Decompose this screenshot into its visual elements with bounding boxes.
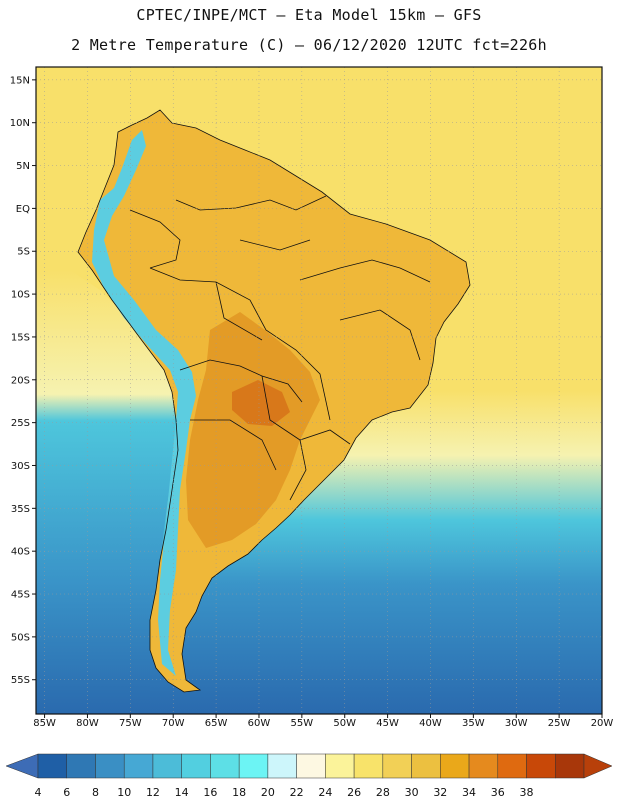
colorbar-swatch	[181, 753, 211, 779]
colorbar-swatch	[411, 753, 441, 779]
lat-tick-label: 10S	[11, 290, 30, 301]
colorbar-swatch	[382, 753, 412, 779]
longitude-axis: 85W 80W 75W 70W 65W 60W 55W 50W 45W 40W 35W 30W 25W 2…	[33, 714, 613, 729]
colorbar-label: 10	[117, 786, 131, 799]
chaco-very-hot-region	[232, 380, 290, 426]
colorbar-swatch	[526, 753, 556, 779]
colorbar-label: 36	[491, 786, 505, 799]
lat-tick-label: 45S	[11, 590, 30, 601]
colorbar-swatch	[440, 753, 470, 779]
temperature-colorbar: 4 6 8 10 12 14 16 18 20 22 24 26 28 30 32 34 36 38	[5, 753, 613, 799]
colorbar-label: 32	[433, 786, 447, 799]
map-subtitle: 2 Metre Temperature (C) – 06/12/2020 12U…	[71, 36, 547, 54]
colorbar-label: 8	[92, 786, 99, 799]
colorbar-label: 28	[376, 786, 390, 799]
colorbar-label: 22	[290, 786, 304, 799]
latitude-axis: 15N 10N 5N EQ 5S 10S 15S 20S 25S 30S 35S 40S 45S 50S 5…	[10, 75, 36, 686]
lon-tick-label: 75W	[119, 718, 142, 729]
colorbar-label: 20	[261, 786, 275, 799]
colorbar-label: 4	[35, 786, 42, 799]
colorbar-label: 18	[232, 786, 246, 799]
pacific-cold-field	[36, 270, 178, 714]
colorbar-low-arrow	[5, 753, 39, 779]
lat-tick-label: 25S	[11, 418, 30, 429]
colorbar-swatch	[66, 753, 96, 779]
lat-tick-label: 55S	[11, 675, 30, 686]
colorbar-label: 26	[347, 786, 361, 799]
lon-tick-label: 80W	[76, 718, 99, 729]
lon-tick-label: 50W	[333, 718, 356, 729]
lat-tick-label: 20S	[11, 375, 30, 386]
colorbar-swatch	[238, 753, 269, 779]
lat-tick-label: 30S	[11, 461, 30, 472]
lat-tick-label: 10N	[10, 118, 30, 129]
lon-tick-label: 55W	[291, 718, 314, 729]
map-field	[36, 67, 602, 714]
hot-core-region	[186, 312, 320, 548]
colorbar-swatch	[267, 753, 297, 779]
colorbar-swatch	[497, 753, 527, 779]
colorbar-high-arrow	[583, 753, 613, 779]
lon-tick-label: 45W	[376, 718, 399, 729]
lat-tick-label: 5S	[17, 247, 30, 258]
colorbar-label: 24	[318, 786, 332, 799]
lat-tick-label: EQ	[16, 204, 30, 215]
colorbar-label: 16	[203, 786, 217, 799]
lon-tick-label: 85W	[33, 718, 56, 729]
colorbar-swatch	[123, 753, 154, 779]
colorbar-label: 14	[175, 786, 189, 799]
lat-tick-label: 15N	[10, 75, 30, 86]
colorbar-label: 38	[520, 786, 534, 799]
lat-tick-label: 35S	[11, 504, 30, 515]
lon-tick-label: 30W	[505, 718, 528, 729]
colorbar-swatch	[468, 753, 499, 779]
map-title: CPTEC/INPE/MCT – Eta Model 15km – GFS	[136, 6, 482, 24]
colorbar-swatch	[353, 753, 384, 779]
colorbar-swatch	[152, 753, 182, 779]
colorbar-swatch	[325, 753, 355, 779]
colorbar-swatch	[37, 753, 67, 779]
colorbar-swatch	[296, 753, 326, 779]
lat-tick-label: 50S	[11, 632, 30, 643]
andes-cold-strip	[92, 130, 196, 676]
colorbar-swatch	[95, 753, 125, 779]
lon-tick-label: 40W	[419, 718, 442, 729]
colorbar-label: 6	[63, 786, 70, 799]
colorbar-label: 12	[146, 786, 160, 799]
country-borders	[77, 109, 471, 693]
lon-tick-label: 35W	[462, 718, 485, 729]
colorbar-swatch	[555, 753, 585, 779]
lat-tick-label: 40S	[11, 547, 30, 558]
lat-tick-label: 15S	[11, 332, 30, 343]
lat-tick-label: 5N	[16, 161, 30, 172]
lon-tick-label: 20W	[591, 718, 614, 729]
colorbar-label: 30	[405, 786, 419, 799]
lon-tick-label: 70W	[162, 718, 185, 729]
lon-tick-label: 25W	[548, 718, 571, 729]
map-frame	[35, 66, 603, 715]
lon-tick-label: 65W	[205, 718, 228, 729]
colorbar-label: 34	[462, 786, 476, 799]
lon-tick-label: 60W	[248, 718, 271, 729]
colorbar-swatch	[210, 753, 240, 779]
